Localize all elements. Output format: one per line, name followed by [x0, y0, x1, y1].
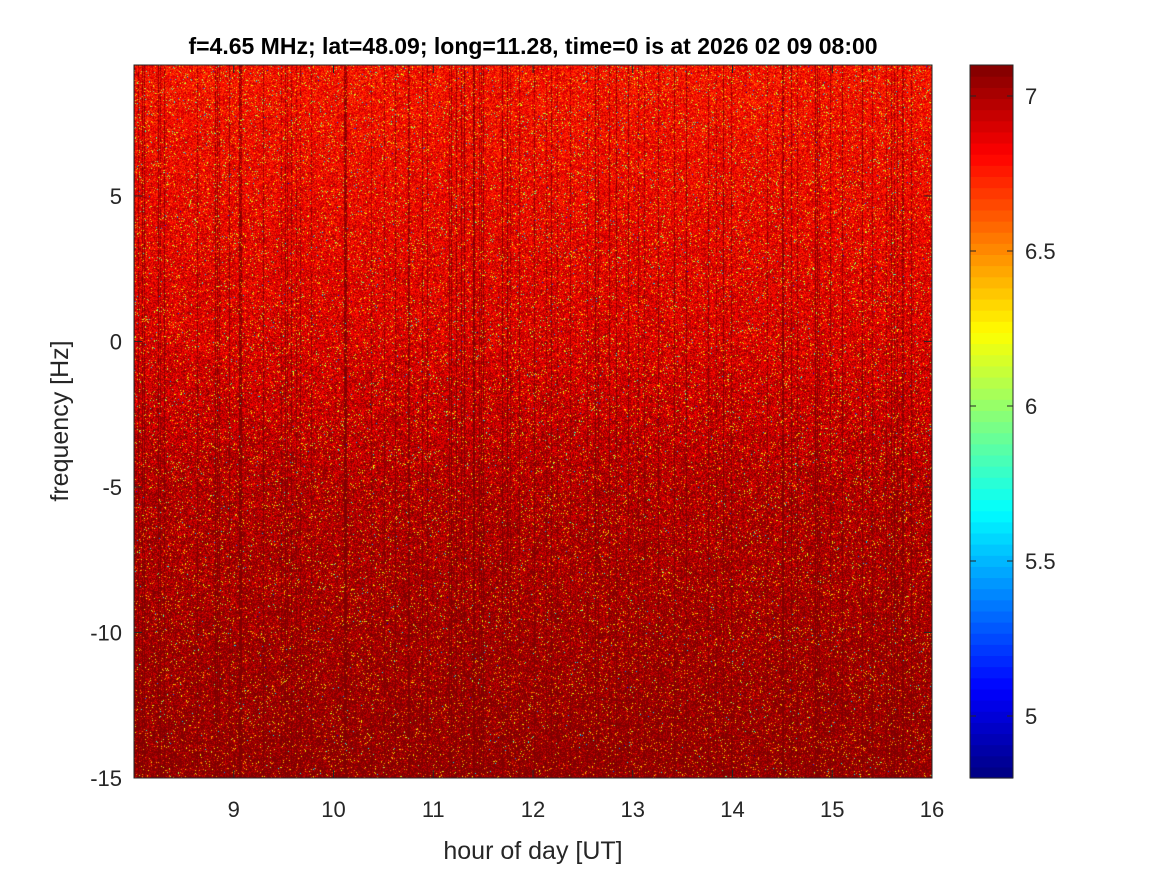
x-axis-ticks: 9 10 11 12 13 14 15 16: [228, 65, 944, 822]
heatmap-image: [134, 65, 932, 778]
colorbar-band-39: [970, 332, 1013, 345]
colorbar-band-56: [970, 142, 1013, 155]
colorbar-band-24: [970, 499, 1013, 512]
colorbar-band-20: [970, 544, 1013, 556]
x-tick-label-7: 16: [920, 797, 944, 822]
colorbar-band-1: [970, 755, 1013, 768]
colorbar-band-8: [970, 677, 1013, 690]
colorbar-band-5: [970, 711, 1013, 723]
colorbar-band-61: [970, 87, 1013, 100]
colorbar: 5 5.5 6 6.5 7: [969, 64, 1056, 779]
colorbar-band-44: [970, 276, 1013, 289]
colorbar-band-30: [970, 432, 1013, 445]
colorbar-band-46: [970, 254, 1013, 267]
colorbar-band-31: [970, 421, 1013, 434]
x-tick-label-2: 11: [422, 797, 445, 822]
colorbar-tick-label-1: 5.5: [1025, 549, 1056, 574]
colorbar-band-45: [970, 265, 1013, 278]
colorbar-band-33: [970, 399, 1013, 411]
x-tick-label-4: 13: [621, 797, 645, 822]
colorbar-band-38: [970, 343, 1013, 356]
plot-area: [133, 64, 933, 779]
colorbar-band-25: [970, 488, 1013, 501]
colorbar-band-41: [970, 310, 1013, 322]
colorbar-band-27: [970, 466, 1013, 478]
colorbar-band-42: [970, 298, 1013, 311]
colorbar-band-10: [970, 655, 1013, 668]
x-tick-label-6: 15: [820, 797, 844, 822]
colorbar-band-49: [970, 220, 1013, 233]
colorbar-band-18: [970, 566, 1013, 579]
colorbar-band-21: [970, 532, 1013, 545]
colorbar-band-17: [970, 577, 1013, 590]
colorbar-band-53: [970, 176, 1013, 189]
colorbar-band-6: [970, 700, 1013, 712]
colorbar-band-36: [970, 365, 1013, 378]
colorbar-band-48: [970, 232, 1013, 244]
y-tick-label-3: 0: [110, 329, 122, 354]
colorbar-band-19: [970, 555, 1013, 567]
y-tick-label-0: -15: [90, 766, 122, 791]
colorbar-band-35: [970, 376, 1013, 389]
x-tick-label-3: 12: [521, 797, 545, 822]
colorbar-band-57: [970, 131, 1013, 144]
colorbar-band-59: [970, 109, 1013, 122]
y-tick-label-1: -10: [90, 620, 122, 645]
colorbar-band-34: [970, 388, 1013, 400]
x-tick-label-5: 14: [720, 797, 744, 822]
y-axis-ticks: -15 -10 -5 0 5: [90, 184, 932, 791]
colorbar-band-28: [970, 454, 1013, 467]
colorbar-band-43: [970, 287, 1013, 300]
colorbar-band-7: [970, 688, 1013, 701]
colorbar-band-51: [970, 198, 1013, 211]
colorbar-band-3: [970, 733, 1013, 746]
colorbar-band-23: [970, 510, 1013, 523]
colorbar-band-29: [970, 443, 1013, 456]
colorbar-band-2: [970, 744, 1013, 757]
colorbar-tick-label-4: 7: [1025, 84, 1037, 109]
colorbar-band-15: [970, 599, 1013, 612]
y-axis-label: frequency [Hz]: [46, 340, 74, 501]
colorbar-band-62: [970, 76, 1013, 88]
colorbar-band-40: [970, 321, 1013, 333]
colorbar-band-52: [970, 187, 1013, 200]
colorbar-band-4: [970, 722, 1013, 735]
colorbar-band-16: [970, 588, 1013, 601]
colorbar-band-47: [970, 243, 1013, 255]
colorbar-band-37: [970, 354, 1013, 367]
chart-title: f=4.65 MHz; lat=48.09; long=11.28, time=…: [188, 33, 877, 59]
colorbar-tick-label-3: 6.5: [1025, 239, 1056, 264]
colorbar-band-50: [970, 209, 1013, 222]
x-tick-label-1: 10: [321, 797, 345, 822]
colorbar-band-58: [970, 120, 1013, 133]
x-tick-label-0: 9: [228, 797, 240, 822]
colorbar-tick-label-0: 5: [1025, 704, 1037, 729]
x-axis-label: hour of day [UT]: [443, 837, 622, 865]
colorbar-band-55: [970, 154, 1013, 166]
colorbar-band-22: [970, 521, 1013, 534]
colorbar-band-11: [970, 644, 1013, 657]
colorbar-tick-label-2: 6: [1025, 394, 1037, 419]
colorbar-band-0: [970, 766, 1013, 779]
colorbar-band-32: [970, 410, 1013, 423]
colorbar-band-9: [970, 666, 1013, 679]
colorbar-band-26: [970, 477, 1013, 489]
colorbar-band-14: [970, 610, 1013, 623]
colorbar-band-12: [970, 633, 1013, 645]
colorbar-band-13: [970, 622, 1013, 634]
y-tick-label-4: 5: [110, 184, 122, 209]
colorbar-band-60: [970, 98, 1013, 111]
y-tick-label-2: -5: [102, 475, 122, 500]
colorbar-band-54: [970, 165, 1013, 178]
colorbar-ticks: 5 5.5 6 6.5 7: [970, 84, 1056, 729]
colorbar-band-63: [970, 65, 1013, 77]
